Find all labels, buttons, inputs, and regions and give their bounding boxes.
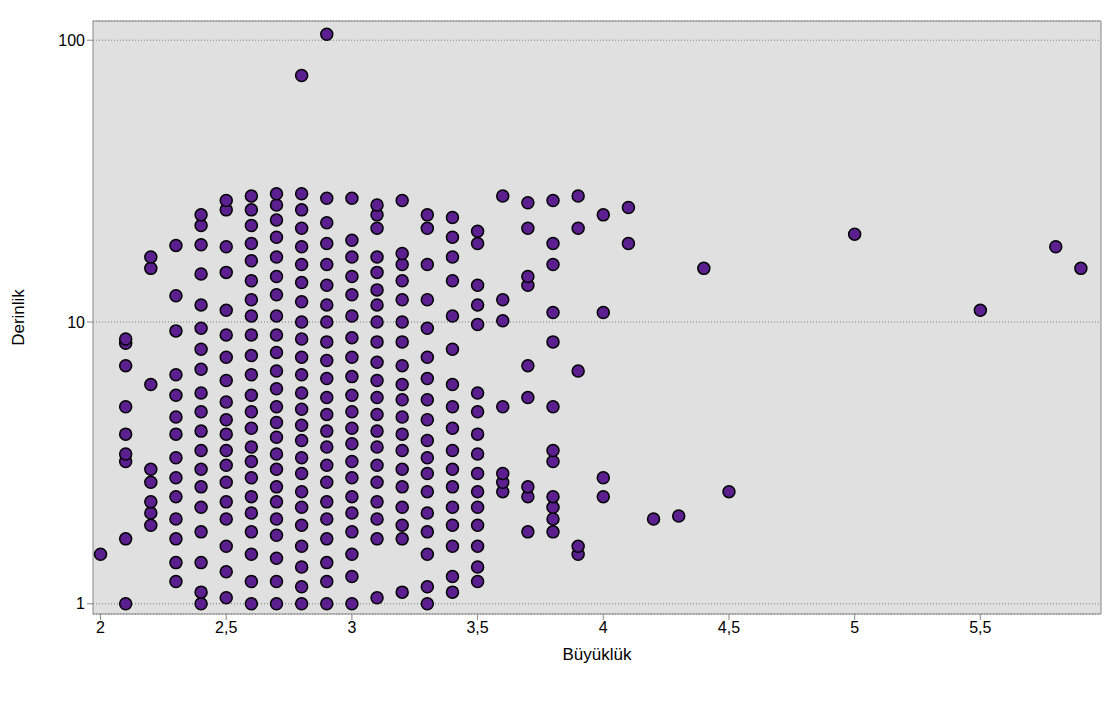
svg-text:4,5: 4,5 — [718, 619, 740, 636]
svg-text:2,5: 2,5 — [215, 619, 237, 636]
svg-text:3,5: 3,5 — [466, 619, 488, 636]
svg-text:10: 10 — [67, 314, 85, 331]
svg-text:2: 2 — [96, 619, 105, 636]
svg-text:4: 4 — [599, 619, 608, 636]
svg-text:5,5: 5,5 — [969, 619, 991, 636]
svg-text:5: 5 — [850, 619, 859, 636]
svg-text:Büyüklük: Büyüklük — [563, 645, 632, 664]
svg-text:1: 1 — [76, 595, 85, 612]
svg-text:3: 3 — [347, 619, 356, 636]
svg-text:100: 100 — [58, 32, 85, 49]
svg-text:Derinlik: Derinlik — [9, 289, 28, 346]
